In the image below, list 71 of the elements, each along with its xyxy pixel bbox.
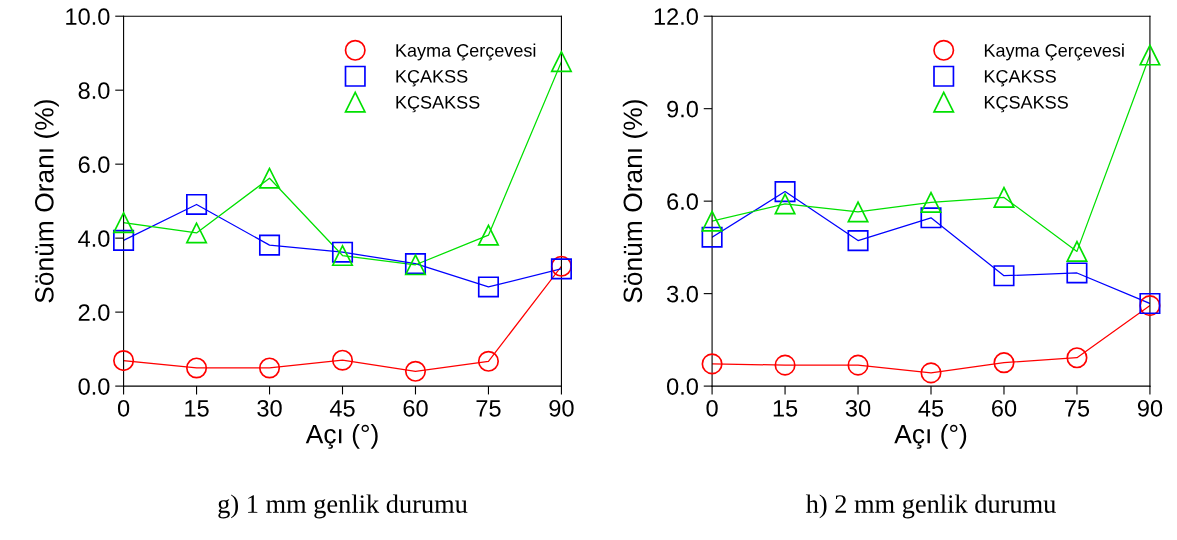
point <box>477 224 500 246</box>
point <box>186 193 208 216</box>
y-tick-label: 6.0 <box>667 193 698 210</box>
x-tick-label: 90 <box>1137 399 1163 417</box>
point <box>186 222 208 244</box>
point <box>404 360 427 382</box>
x-tick-label: 60 <box>992 399 1017 417</box>
point <box>331 349 354 371</box>
text: h) 2 mm genlik durumu <box>805 494 1056 519</box>
point <box>920 191 942 213</box>
point <box>258 357 281 379</box>
x-tick-label: 60 <box>403 399 428 417</box>
legend-label: Kayma Çerçevesi <box>984 43 1124 61</box>
point <box>1066 347 1088 369</box>
x-tick-label: 45 <box>918 400 944 417</box>
x-tick-label: 0 <box>706 399 718 417</box>
point <box>258 234 281 256</box>
x-tick-label: 30 <box>845 399 871 417</box>
x-tick-label: 15 <box>773 400 798 417</box>
y-tick-label: 2.0 <box>78 304 110 321</box>
point <box>477 276 500 298</box>
point <box>774 354 796 376</box>
x-tick-label: 0 <box>117 399 130 417</box>
point <box>550 51 572 73</box>
legend-label: Kayma Çerçevesi <box>396 43 536 61</box>
point <box>258 167 281 189</box>
y-axis-title: Sönüm Oranı (%) <box>622 100 648 303</box>
legend-label: KÇAKSS <box>984 69 1056 87</box>
x-tick-label: 90 <box>549 399 574 417</box>
point <box>774 181 796 203</box>
point <box>701 353 723 375</box>
x-axis-title: Açı (°) <box>894 424 967 449</box>
x-axis-title: Açı (°) <box>305 424 378 449</box>
legend-label: KÇSAKSS <box>396 95 480 113</box>
point <box>920 362 942 384</box>
y-tick-label: 0.0 <box>666 378 698 395</box>
point <box>1139 44 1161 66</box>
y-tick-label: 12.0 <box>654 8 698 25</box>
x-tick-label: 75 <box>476 400 501 417</box>
point <box>113 212 135 234</box>
point <box>477 350 500 372</box>
point <box>701 210 723 232</box>
y-tick-label: 0.0 <box>78 378 110 395</box>
point <box>1066 262 1088 284</box>
y-tick-label: 4.0 <box>78 230 110 247</box>
x-tick-label: 15 <box>185 400 209 417</box>
y-tick-label: 9.0 <box>667 100 698 118</box>
point <box>847 354 869 376</box>
x-tick-label: 75 <box>1065 400 1090 417</box>
y-axis-title: Sönüm Oranı (%) <box>34 100 59 303</box>
point <box>993 186 1015 209</box>
y-tick-label: 8.0 <box>78 82 110 99</box>
text: g) 1 mm genlik durumu <box>218 494 468 519</box>
point <box>774 193 796 215</box>
x-tick-label: 30 <box>257 399 282 417</box>
point <box>113 350 135 372</box>
point <box>701 226 723 248</box>
point <box>1066 240 1088 262</box>
point <box>113 229 135 251</box>
y-tick-label: 3.0 <box>666 285 698 303</box>
point <box>186 357 208 379</box>
point <box>993 352 1015 374</box>
point <box>920 207 942 229</box>
x-tick-label: 45 <box>329 400 355 417</box>
legend-label: KÇAKSS <box>396 69 468 87</box>
point <box>847 230 869 252</box>
point <box>847 201 869 223</box>
legend-label: KÇSAKSS <box>984 95 1068 113</box>
y-tick-label: 10.0 <box>66 8 110 25</box>
y-tick-label: 6.0 <box>78 156 110 173</box>
point <box>993 265 1015 287</box>
